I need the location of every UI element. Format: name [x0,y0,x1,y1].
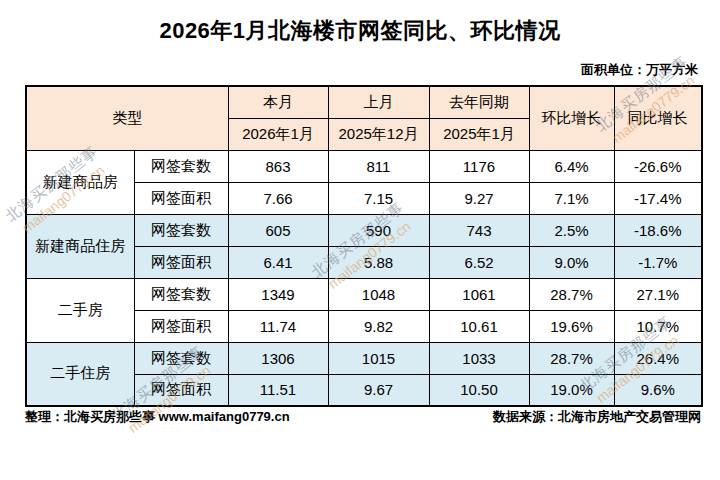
metric-label: 网签套数 [134,278,228,310]
data-table: 类型 本月 上月 去年同期 环比增长 同比增长 2026年1月 2025年12月… [25,85,703,407]
value-mom: 28.7% [529,342,614,374]
value-last-year: 6.52 [429,246,529,278]
value-prev: 1015 [328,342,429,374]
credit-source: 数据来源：北海市房地产交易管理网 [493,408,701,426]
value-mom: 2.5% [529,214,614,246]
table-row: 二手房 网签套数 1349 1048 1061 28.7% 27.1% [26,278,702,310]
header-last-year: 去年同期 [429,86,529,118]
value-current: 11.51 [228,374,328,406]
value-last-year: 9.27 [429,182,529,214]
value-mom: 7.1% [529,182,614,214]
value-prev: 811 [328,150,429,182]
value-mom: 19.0% [529,374,614,406]
value-mom: 19.6% [529,310,614,342]
unit-note: 面积单位：万平方米 [581,61,698,79]
value-current: 7.66 [228,182,328,214]
metric-label: 网签套数 [134,342,228,374]
value-current: 605 [228,214,328,246]
value-last-year: 10.50 [429,374,529,406]
value-prev: 9.67 [328,374,429,406]
value-current: 1349 [228,278,328,310]
header-prev-month-date: 2025年12月 [328,118,429,150]
group-new-commercial: 新建商品房 [26,150,134,214]
header-mom-growth: 环比增长 [529,86,614,150]
value-current: 1306 [228,342,328,374]
value-yoy: -1.7% [614,246,702,278]
value-current: 11.74 [228,310,328,342]
header-type: 类型 [26,86,228,150]
metric-label: 网签面积 [134,374,228,406]
value-yoy: -26.6% [614,150,702,182]
group-secondhand-residential: 二手住房 [26,342,134,406]
value-yoy: 9.6% [614,374,702,406]
page: 2026年1月北海楼市网签同比、环比情况 面积单位：万平方米 类型 本月 上月 … [0,0,720,480]
value-prev: 590 [328,214,429,246]
value-last-year: 1033 [429,342,529,374]
footer: 整理：北海买房那些事 www.maifang0779.cn 数据来源：北海市房地… [25,408,701,426]
group-new-residential: 新建商品住房 [26,214,134,278]
value-last-year: 743 [429,214,529,246]
value-yoy: 10.7% [614,310,702,342]
value-prev: 1048 [328,278,429,310]
table-row: 二手住房 网签套数 1306 1015 1033 28.7% 26.4% [26,342,702,374]
header-current-month-date: 2026年1月 [228,118,328,150]
page-title: 2026年1月北海楼市网签同比、环比情况 [0,16,720,46]
table-row: 新建商品住房 网签套数 605 590 743 2.5% -18.6% [26,214,702,246]
metric-label: 网签面积 [134,246,228,278]
value-last-year: 1176 [429,150,529,182]
value-mom: 28.7% [529,278,614,310]
value-last-year: 10.61 [429,310,529,342]
metric-label: 网签面积 [134,182,228,214]
value-yoy: 27.1% [614,278,702,310]
table-row: 新建商品房 网签套数 863 811 1176 6.4% -26.6% [26,150,702,182]
header-last-year-date: 2025年1月 [429,118,529,150]
value-current: 6.41 [228,246,328,278]
credit-compiler: 整理：北海买房那些事 www.maifang0779.cn [25,408,290,426]
value-mom: 9.0% [529,246,614,278]
value-prev: 5.88 [328,246,429,278]
header-yoy-growth: 同比增长 [614,86,702,150]
value-yoy: -17.4% [614,182,702,214]
value-prev: 9.82 [328,310,429,342]
metric-label: 网签套数 [134,150,228,182]
value-prev: 7.15 [328,182,429,214]
value-yoy: -18.6% [614,214,702,246]
header-prev-month: 上月 [328,86,429,118]
header-current-month: 本月 [228,86,328,118]
group-secondhand: 二手房 [26,278,134,342]
header-row-1: 类型 本月 上月 去年同期 环比增长 同比增长 [26,86,702,118]
metric-label: 网签面积 [134,310,228,342]
value-last-year: 1061 [429,278,529,310]
value-yoy: 26.4% [614,342,702,374]
value-current: 863 [228,150,328,182]
metric-label: 网签套数 [134,214,228,246]
value-mom: 6.4% [529,150,614,182]
